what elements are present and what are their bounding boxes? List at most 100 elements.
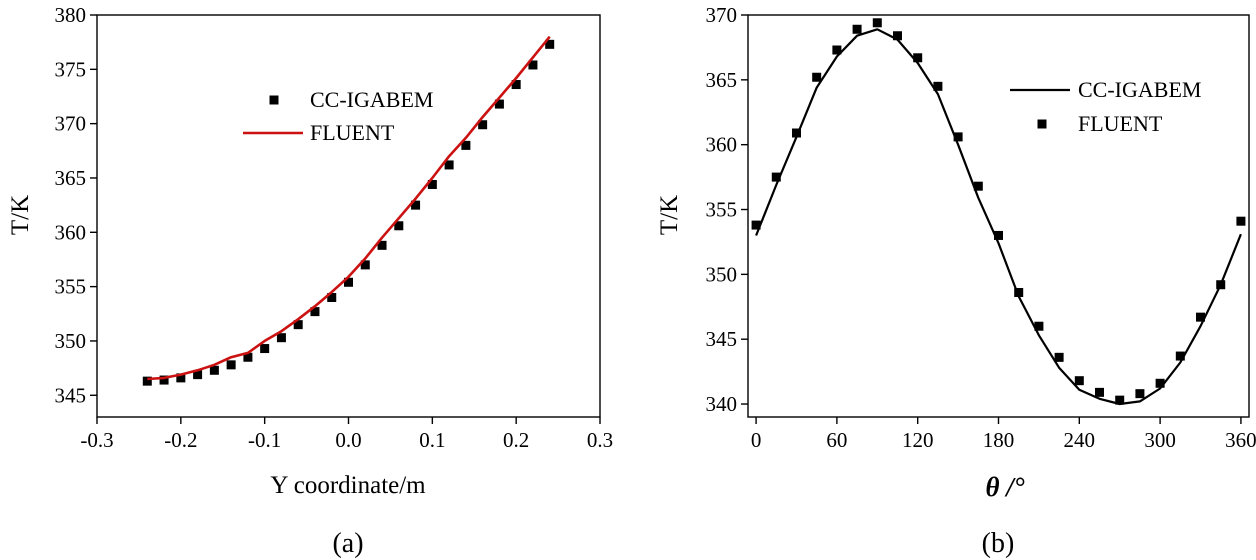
data-point-fluent <box>973 181 983 191</box>
data-point-fluent <box>994 230 1003 240</box>
data-point-cc-igabem <box>209 365 219 375</box>
legend-marker-swatch <box>269 95 279 105</box>
x-tick-label: -0.2 <box>164 428 197 452</box>
data-point-fluent <box>1115 395 1125 405</box>
data-point-fluent <box>1236 216 1246 226</box>
data-point-cc-igabem <box>360 260 370 270</box>
y-tick-label: 370 <box>706 3 738 27</box>
x-tick-label: 0.1 <box>419 428 445 452</box>
data-point-cc-igabem <box>494 99 504 109</box>
legend-label: FLUENT <box>1078 111 1163 136</box>
data-point-fluent <box>1095 387 1105 397</box>
x-tick-label: 0.0 <box>335 428 361 452</box>
data-point-fluent <box>1074 376 1084 386</box>
data-point-cc-igabem <box>159 375 169 385</box>
data-point-cc-igabem <box>293 320 303 330</box>
data-point-fluent <box>953 132 963 142</box>
series-line-fluent <box>147 35 551 381</box>
data-point-cc-igabem <box>243 352 253 362</box>
y-tick-label: 350 <box>706 262 738 286</box>
x-tick-label: 240 <box>1064 428 1096 452</box>
legend-label: FLUENT <box>310 120 395 145</box>
data-point-fluent <box>751 220 761 230</box>
data-point-cc-igabem <box>377 240 387 250</box>
x-tick-label: 0 <box>751 428 762 452</box>
plot-frame <box>747 14 1250 418</box>
legend-label: CC-IGABEM <box>1078 77 1201 102</box>
x-tick-label: 360 <box>1225 428 1256 452</box>
y-tick-label: 340 <box>706 392 738 416</box>
chart-panel-a: -0.3 -0.2 -0.1 0.0 0.1 0.2 0.3 345 350 355 360 365 3… <box>7 3 613 559</box>
y-tick-label: 360 <box>706 133 738 157</box>
data-point-cc-igabem <box>226 360 236 370</box>
x-tick-label: 180 <box>983 428 1015 452</box>
y-tick-label: 365 <box>706 68 738 92</box>
data-point-fluent <box>852 24 862 34</box>
x-tick-label: -0.3 <box>80 428 113 452</box>
data-point-fluent <box>892 31 902 41</box>
data-point-cc-igabem <box>276 333 286 343</box>
data-point-fluent <box>1216 280 1226 290</box>
data-point-fluent <box>832 45 842 55</box>
data-point-fluent <box>1175 351 1185 361</box>
data-point-cc-igabem <box>528 60 538 70</box>
y-tick-label: 380 <box>55 3 87 27</box>
plot-frame <box>96 14 601 418</box>
data-point-cc-igabem <box>444 160 454 170</box>
x-axis-title: θ /° <box>985 472 1024 502</box>
data-point-cc-igabem <box>142 376 152 386</box>
y-axis-title: T/K <box>7 195 34 235</box>
data-point-cc-igabem <box>511 80 521 90</box>
data-point-fluent <box>933 81 943 91</box>
y-tick-label: 375 <box>55 57 87 81</box>
data-point-fluent <box>1034 321 1044 331</box>
y-tick-label: 345 <box>55 383 87 407</box>
data-point-cc-igabem <box>427 179 437 189</box>
chart-panel-b: 0 60 120 180 240 300 360 340 345 350 355 360 365 370 θ… <box>656 3 1256 559</box>
y-tick-label: 360 <box>55 220 87 244</box>
data-point-fluent <box>913 53 923 63</box>
y-axis-title: T/K <box>656 195 683 235</box>
data-point-cc-igabem <box>344 277 353 287</box>
x-axis-title: Y coordinate/m <box>270 472 426 499</box>
data-point-fluent <box>812 72 822 82</box>
x-tick-label: 300 <box>1144 428 1176 452</box>
data-point-cc-igabem <box>545 39 555 49</box>
legend-label: CC-IGABEM <box>310 87 433 112</box>
x-tick-label: -0.1 <box>248 428 281 452</box>
data-point-fluent <box>1135 389 1145 399</box>
series-line-cc-igabem <box>755 28 1242 406</box>
x-tick-label: 120 <box>902 428 934 452</box>
data-point-cc-igabem <box>394 221 404 231</box>
y-tick-label: 355 <box>55 275 87 299</box>
y-tick-label: 350 <box>55 329 87 353</box>
data-point-fluent <box>1155 378 1165 388</box>
data-point-fluent <box>791 128 801 138</box>
x-tick-label: 0.3 <box>587 428 613 452</box>
legend: CC-IGABEM FLUENT <box>243 87 433 145</box>
data-point-cc-igabem <box>310 307 320 317</box>
x-tick-label: 0.2 <box>503 428 529 452</box>
data-point-cc-igabem <box>260 344 270 354</box>
data-point-cc-igabem <box>327 292 337 302</box>
panel-label: (b) <box>982 528 1015 559</box>
data-point-fluent <box>1196 312 1206 322</box>
x-tick-label: 60 <box>826 428 847 452</box>
data-point-fluent <box>872 18 882 28</box>
data-point-fluent <box>1014 288 1024 298</box>
y-tick-label: 370 <box>55 112 87 136</box>
data-point-cc-igabem <box>461 140 471 150</box>
data-point-cc-igabem <box>176 373 186 383</box>
data-point-cc-igabem <box>478 120 488 130</box>
legend-marker-swatch <box>1037 119 1047 129</box>
data-point-cc-igabem <box>411 200 421 210</box>
data-point-cc-igabem <box>193 370 203 380</box>
y-tick-label: 355 <box>706 198 738 222</box>
y-tick-label: 365 <box>55 166 87 190</box>
panel-label: (a) <box>332 528 363 559</box>
y-tick-label: 345 <box>706 327 738 351</box>
data-point-fluent <box>1054 352 1064 362</box>
legend: CC-IGABEM FLUENT <box>1010 77 1201 136</box>
data-point-fluent <box>771 172 781 182</box>
